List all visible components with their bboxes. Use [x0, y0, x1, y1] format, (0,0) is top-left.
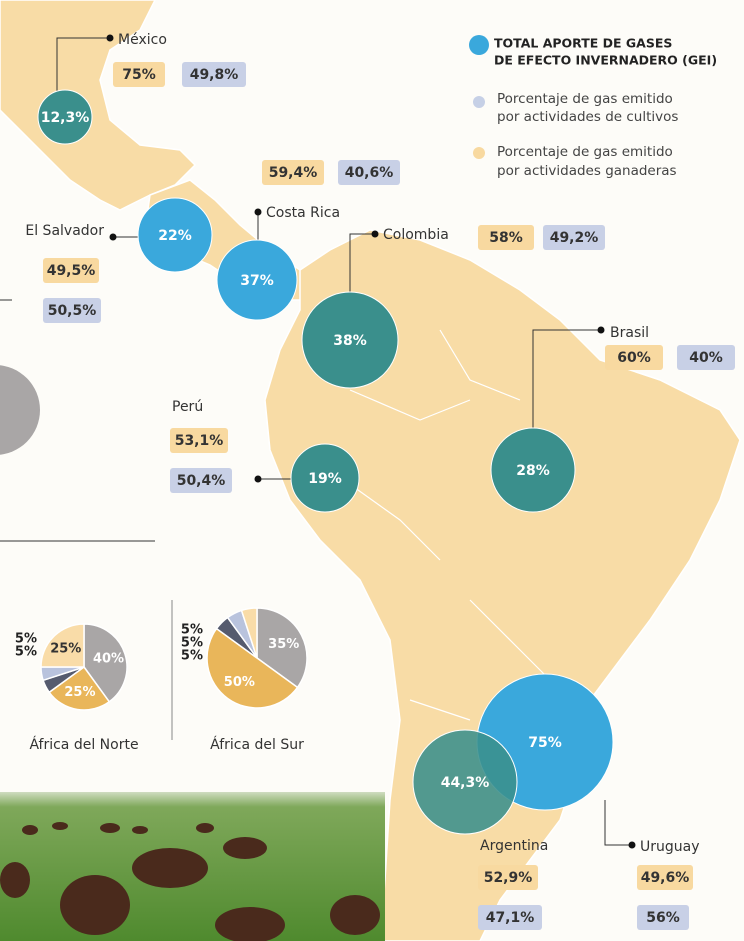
livestock-value: 58% [489, 230, 523, 246]
livestock-value: 59,4% [269, 165, 318, 181]
leader-dot [598, 327, 605, 334]
pie-label: 25% [64, 685, 95, 700]
legend-text: DE EFECTO INVERNADERO (GEI) [494, 53, 717, 68]
crops-value: 40,6% [345, 165, 394, 181]
legend-text: por actividades ganaderas [497, 163, 677, 179]
total-label: 44,3% [441, 775, 490, 791]
total-label: 38% [333, 333, 367, 349]
pie-label: 40% [93, 652, 124, 667]
crops-value: 56% [646, 910, 680, 926]
country-name: Brasil [610, 325, 649, 341]
livestock-value: 53,1% [175, 433, 224, 449]
livestock-value: 60% [617, 350, 651, 366]
leader-dot [255, 476, 262, 483]
legend: TOTAL APORTE DE GASES DE EFECTO INVERNAD… [469, 35, 717, 179]
country-name: México [118, 32, 167, 48]
pie: 40%25%5%5%25%África del Norte [15, 624, 139, 753]
cut-circle [0, 365, 40, 455]
pie-label: 25% [50, 641, 81, 656]
crops-value: 40% [689, 350, 723, 366]
country-name: El Salvador [25, 223, 104, 239]
total-label: 28% [516, 463, 550, 479]
pie-label: 35% [268, 637, 299, 652]
leader-dot [255, 209, 262, 216]
livestock-value: 52,9% [484, 870, 533, 886]
legend-text: Porcentaje de gas emitido [497, 91, 673, 107]
legend-crops-dot [473, 96, 485, 108]
leader-dot [629, 842, 636, 849]
total-label: 22% [158, 228, 192, 244]
total-label: 75% [528, 735, 562, 751]
country-name: Argentina [480, 838, 548, 854]
pie-title: África del Sur [210, 736, 304, 753]
pie-label: 5% [15, 645, 37, 660]
crops-value: 49,2% [550, 230, 599, 246]
pie-label: 50% [224, 675, 255, 690]
pie-title: África del Norte [29, 736, 138, 753]
pie-label: 5% [181, 649, 203, 664]
crops-value: 47,1% [486, 910, 535, 926]
livestock-value: 49,6% [641, 870, 690, 886]
crops-value: 49,8% [190, 67, 239, 83]
country-name: Uruguay [640, 839, 700, 855]
crops-value: 50,5% [48, 303, 97, 319]
country-name: Colombia [383, 227, 449, 243]
photo [0, 792, 385, 941]
leader-line [605, 800, 632, 845]
country-name: Perú [172, 399, 203, 415]
leader-dot [110, 234, 117, 241]
crops-value: 50,4% [177, 473, 226, 489]
leader-dot [372, 231, 379, 238]
legend-text: Porcentaje de gas emitido [497, 144, 673, 160]
infographic: 12,3% México 75% 49,8% 22% El Salvador 49,5% 50… [0, 0, 744, 941]
livestock-value: 49,5% [47, 263, 96, 279]
total-label: 19% [308, 471, 342, 487]
legend-livestock-dot [473, 147, 485, 159]
total-label: 37% [240, 273, 274, 289]
leader-dot [107, 35, 114, 42]
country: 22% El Salvador 49,5% 50,5% [25, 198, 212, 323]
livestock-value: 75% [122, 67, 156, 83]
country-name: Costa Rica [266, 205, 340, 221]
legend-total-dot [469, 35, 489, 55]
pie: 35%50%5%5%5%África del Sur [181, 608, 307, 753]
legend-text: TOTAL APORTE DE GASES [494, 36, 672, 51]
legend-text: por actividades de cultivos [497, 109, 678, 125]
total-label: 12,3% [41, 110, 90, 126]
